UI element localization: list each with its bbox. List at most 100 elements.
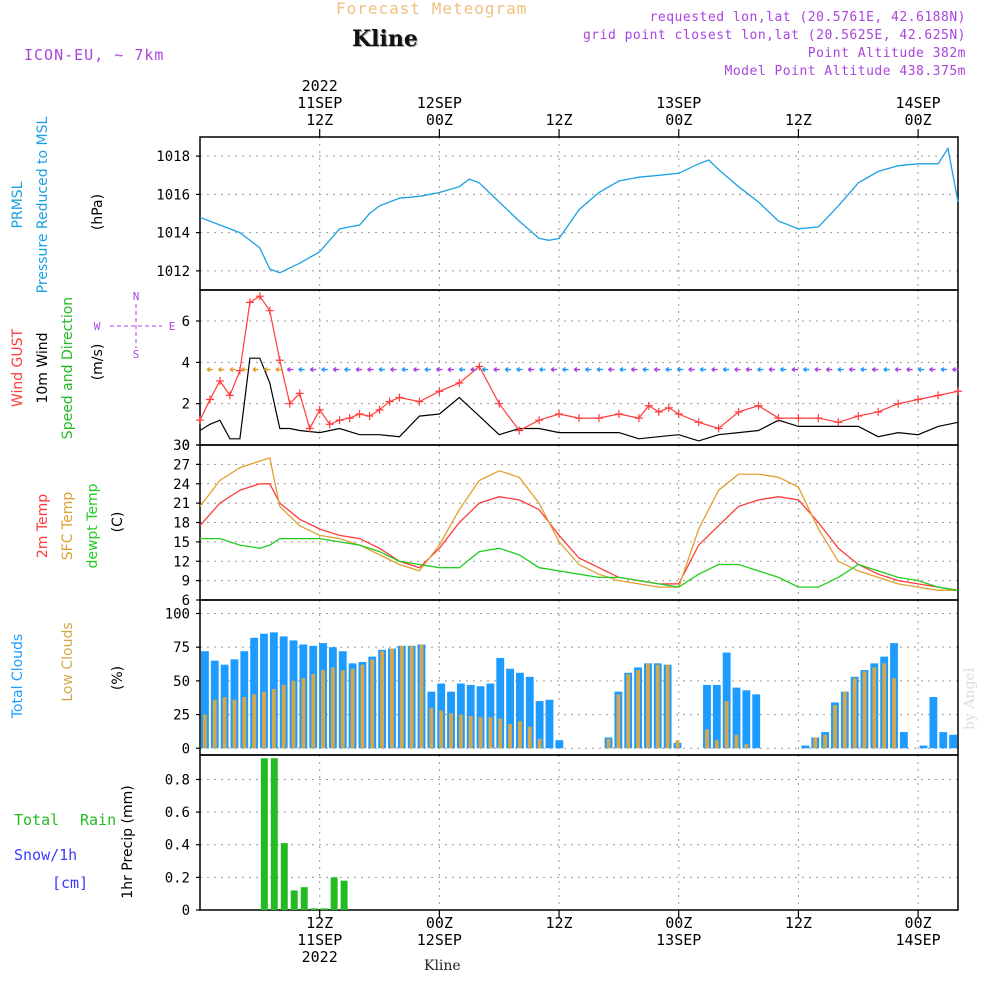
wind-direction-arrow	[550, 367, 558, 373]
wind-gust-point	[325, 420, 334, 429]
wind-direction-arrow	[447, 367, 454, 373]
compass-east: E	[169, 320, 176, 333]
low-cloud-bar	[882, 663, 887, 749]
precip-total-label: Total	[14, 811, 59, 829]
y-tick-label: 1018	[156, 149, 190, 165]
y-tick-label: 1012	[156, 264, 190, 280]
compass-south: S	[133, 348, 140, 361]
total-cloud-bar	[919, 745, 928, 749]
model-point-altitude: Model Point Altitude 438.375m	[724, 64, 966, 79]
wind-direction-arrow	[757, 367, 764, 373]
low-cloud-bar	[665, 664, 670, 749]
wind-direction-arrow	[825, 367, 833, 373]
wind-gust-point	[245, 298, 254, 307]
y-tick-label: 0.2	[165, 870, 190, 886]
low-cloud-bar	[429, 707, 434, 749]
low-cloud-bar	[734, 734, 739, 749]
low-cloud-bar	[833, 705, 837, 749]
wind-direction-arrow	[768, 367, 775, 373]
total-cloud-bar	[742, 690, 751, 749]
x-tick-label-top: 12SEP	[417, 94, 462, 112]
pressure-unit-label: (hPa)	[90, 194, 106, 230]
wind-direction-arrow	[871, 367, 879, 373]
total-cloud-bar	[535, 701, 544, 749]
wind-gust-point	[874, 407, 883, 416]
low-cloud-bar	[606, 738, 611, 749]
wind-gust-point	[814, 414, 823, 423]
wind-10m-label: 10m Wind	[35, 332, 51, 403]
wind-direction-arrow	[275, 367, 282, 373]
wind-direction-arrow	[332, 367, 340, 373]
pressure-label-name: Pressure Reduced to MSL	[35, 116, 51, 293]
low-cloud-bar	[498, 718, 503, 749]
wind-gust-point	[495, 399, 504, 408]
wind-direction-arrow	[608, 367, 615, 373]
wind-direction-arrow	[493, 367, 500, 373]
precip-unit-label: 1hr Precip (mm)	[120, 785, 136, 898]
wind-direction-arrow	[481, 367, 489, 373]
wind-direction-arrow	[642, 367, 649, 373]
temp-2m-label: 2m Temp	[35, 494, 51, 558]
wind-direction-arrow	[780, 367, 787, 373]
total-cloud-bar	[712, 684, 721, 749]
wind-gust-point	[395, 393, 404, 402]
wind-gust-point	[205, 395, 214, 404]
wind-direction-arrow	[745, 367, 753, 373]
wind-gust-point	[295, 389, 304, 398]
wind-direction-arrow	[688, 367, 695, 373]
y-tick-label: 12	[173, 554, 190, 570]
wind-direction-arrow	[814, 367, 821, 373]
wind-direction-arrow	[378, 367, 386, 373]
y-tick-label: 21	[173, 496, 190, 512]
y-tick-label: 0.6	[165, 805, 190, 821]
x-tick-label-top: 12Z	[306, 111, 333, 129]
wind-direction-arrow	[653, 367, 661, 373]
compass-west: W	[94, 320, 101, 333]
wind-direction-arrow	[458, 367, 466, 373]
wind-gust-point	[664, 403, 673, 412]
wind-gust-point	[305, 424, 314, 433]
precip-bar	[310, 908, 318, 910]
wind-gust-point	[555, 410, 564, 418]
wind-gust-point	[515, 426, 524, 435]
temp-dewpoint-label: dewpt Temp	[85, 483, 101, 568]
total-cloud-bar	[939, 732, 948, 749]
low-cloud-bar	[242, 697, 247, 749]
point-altitude: Point Altitude 382m	[807, 46, 966, 61]
wind-direction-arrow	[229, 367, 236, 373]
x-tick-label-top: 13SEP	[656, 94, 701, 112]
temp-line-1	[199, 457, 958, 591]
total-cloud-bar	[525, 676, 534, 749]
wind-gust-point	[644, 401, 653, 410]
x-tick-label-top: 00Z	[426, 111, 453, 129]
wind-gust-point	[455, 379, 464, 387]
wind-gust-point	[535, 416, 544, 425]
total-cloud-bar	[516, 672, 524, 749]
wind-direction-arrow	[665, 367, 672, 373]
temp-line-2	[200, 537, 959, 591]
wind-direction-arrow	[699, 367, 707, 373]
low-cloud-bar	[439, 710, 444, 749]
low-cloud-bar	[203, 714, 207, 749]
wind-direction-arrow	[516, 367, 523, 373]
wind-direction-label: Speed and Direction	[60, 297, 76, 439]
x-tick-label-bottom: 12Z	[306, 914, 333, 932]
x-tick-label-bottom: 00Z	[426, 914, 453, 932]
wind-gust-point	[435, 387, 444, 396]
wind-speed-line	[199, 357, 959, 442]
total-cloud-bar	[752, 694, 761, 749]
low-cloud-bar	[419, 644, 424, 749]
low-cloud-bar	[872, 667, 877, 749]
low-cloud-bar	[705, 729, 709, 749]
wind-direction-arrow	[218, 367, 225, 373]
panel-frame-pressure	[199, 136, 959, 291]
y-tick-label: 9	[182, 574, 190, 590]
total-cloud-bar	[929, 697, 938, 749]
wind-gust-point	[375, 405, 384, 414]
precip-bar	[330, 877, 338, 910]
total-cloud-bar	[555, 740, 564, 749]
wind-gust-point	[674, 410, 683, 418]
closest-location: grid point closest lon,lat (20.5625E, 42…	[582, 28, 966, 43]
total-cloud-bar	[506, 668, 515, 749]
wind-direction-arrow	[952, 367, 959, 373]
